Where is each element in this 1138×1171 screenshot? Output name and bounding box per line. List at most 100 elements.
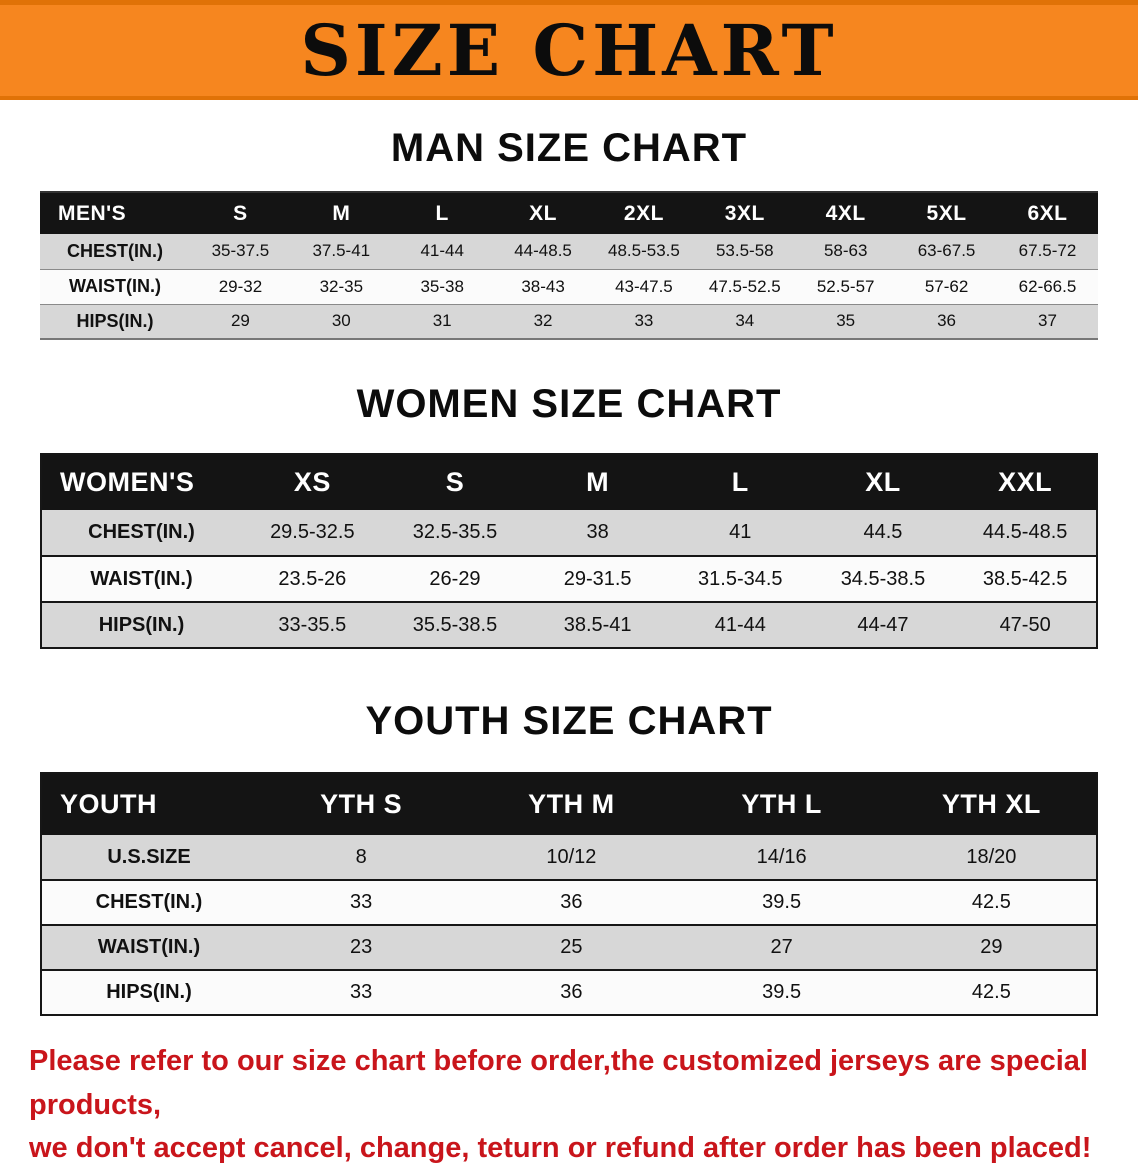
size-cell: 36 — [937, 311, 957, 331]
size-cell: 53.5-58 — [715, 241, 774, 261]
men-size-table: MEN'S S M L XL 2XL 3XL 4XL 5XL 6XL CHEST(IN.) 35-37… — [40, 191, 1098, 340]
size-cell: 44-48.5 — [514, 241, 572, 261]
size-cell: 44.5-48.5 — [982, 521, 1068, 543]
size-cell: 47.5-52.5 — [708, 276, 781, 296]
size-column-header: YTH S — [256, 773, 467, 835]
size-cell: 41-44 — [714, 613, 766, 636]
size-cell: 52.5-57 — [816, 276, 875, 296]
size-cell: 32.5-35.5 — [412, 521, 498, 543]
size-cell: 25 — [560, 936, 583, 958]
size-column-header: XXL — [954, 454, 1097, 510]
table-row: U.S.SIZE 8 10/12 14/16 18/20 — [41, 835, 1097, 880]
size-cell: 48.5-53.5 — [608, 241, 680, 261]
youth-size-table: YOUTH YTH S YTH M YTH L YTH XL U.S.SIZE 8 10/12… — [40, 772, 1098, 1016]
size-cell: 23 — [350, 936, 373, 958]
size-cell: 33 — [350, 981, 373, 1003]
size-cell: 63-67.5 — [917, 241, 976, 261]
size-cell: 42.5 — [971, 981, 1011, 1003]
size-column-header: L — [391, 192, 493, 234]
size-cell: 58-63 — [823, 241, 868, 261]
row-label: CHEST(IN.) — [95, 891, 203, 913]
women-size-table: WOMEN'S XS S M L XL XXL CHEST(IN.) 29.5-32.5 32.5… — [40, 453, 1098, 649]
size-cell: 29 — [230, 311, 250, 331]
header-row: YOUTH YTH S YTH M YTH L YTH XL — [41, 773, 1097, 835]
table-row: CHEST(IN.) 35-37.5 37.5-41 41-44 44-48.5 48.5… — [40, 234, 1098, 269]
size-cell: 47-50 — [999, 613, 1051, 636]
size-cell: 35 — [836, 311, 856, 331]
size-cell: 37.5-41 — [312, 241, 371, 261]
table-row: WAIST(IN.) 23.5-26 26-29 29-31.5 31.5-34.5 34… — [41, 556, 1097, 602]
size-column-header: S — [190, 192, 291, 234]
size-cell: 29-31.5 — [563, 567, 632, 590]
size-cell: 33 — [634, 311, 654, 331]
size-cell: 33-35.5 — [278, 613, 347, 636]
size-cell: 10/12 — [546, 845, 597, 868]
table-row: WAIST(IN.) 23 25 27 29 — [41, 925, 1097, 970]
row-label: CHEST(IN.) — [88, 521, 195, 543]
size-column-header: 6XL — [997, 192, 1098, 234]
women-section-heading: WOMEN SIZE CHART — [356, 382, 782, 426]
table-corner-label: WOMEN'S — [41, 454, 241, 510]
size-column-header: YTH XL — [886, 773, 1097, 835]
table-row: HIPS(IN.) 33-35.5 35.5-38.5 38.5-41 41-44 44-… — [41, 602, 1097, 648]
size-column-header: XL — [492, 192, 594, 234]
size-cell: 32 — [533, 311, 553, 331]
row-label: WAIST(IN.) — [90, 567, 193, 590]
size-cell: 34.5-38.5 — [840, 567, 926, 590]
table-row: CHEST(IN.) 29.5-32.5 32.5-35.5 38 41 44.5 44.5… — [41, 510, 1097, 556]
size-column-header: M — [526, 454, 669, 510]
size-column-header: XL — [811, 454, 955, 510]
size-cell: 35-37.5 — [211, 241, 270, 261]
size-cell: 29.5-32.5 — [270, 521, 355, 543]
size-cell: 18/20 — [966, 845, 1017, 868]
row-label: WAIST(IN.) — [69, 276, 161, 296]
row-label: HIPS(IN.) — [76, 310, 154, 331]
size-cell: 30 — [331, 311, 351, 331]
size-cell: 57-62 — [924, 276, 969, 296]
size-cell: 44-47 — [857, 613, 909, 636]
size-cell: 43-47.5 — [615, 276, 673, 296]
size-cell: 39.5 — [762, 981, 802, 1003]
table-corner-label: YOUTH — [41, 773, 256, 835]
row-label: HIPS(IN.) — [98, 613, 185, 636]
size-cell: 26-29 — [429, 567, 481, 590]
size-cell: 38 — [586, 521, 609, 543]
row-label: U.S.SIZE — [107, 845, 191, 868]
size-cell: 44.5 — [863, 521, 903, 543]
size-cell: 31.5-34.5 — [698, 567, 783, 590]
size-cell: 29-32 — [218, 276, 263, 296]
size-cell: 14/16 — [756, 845, 807, 868]
size-column-header: 2XL — [593, 192, 695, 234]
table-row: WAIST(IN.) 29-32 32-35 35-38 38-43 43-47.5 47.… — [40, 269, 1098, 304]
header-row: MEN'S S M L XL 2XL 3XL 4XL 5XL 6XL — [40, 192, 1098, 234]
table-corner-label: MEN'S — [40, 192, 190, 234]
table-row: HIPS(IN.) 29 30 31 32 33 34 35 36 37 — [40, 304, 1098, 339]
size-cell: 39.5 — [762, 891, 802, 913]
header-row: WOMEN'S XS S M L XL XXL — [41, 454, 1097, 510]
size-cell: 23.5-26 — [278, 567, 347, 590]
table-row: HIPS(IN.) 33 36 39.5 42.5 — [41, 970, 1097, 1015]
size-cell: 33 — [350, 891, 373, 913]
size-cell: 29 — [980, 936, 1003, 958]
size-chart-banner: SIZE CHART — [0, 0, 1138, 100]
row-label: CHEST(IN.) — [67, 240, 163, 261]
row-label: HIPS(IN.) — [106, 981, 192, 1003]
size-cell: 37 — [1038, 311, 1057, 331]
size-cell: 62-66.5 — [1018, 276, 1077, 296]
size-cell: 31 — [432, 311, 452, 331]
disclaimer-note: Please refer to our size chart before or… — [29, 1040, 1109, 1171]
size-cell: 36 — [560, 891, 583, 913]
banner-title: SIZE CHART — [300, 9, 838, 92]
size-cell: 34 — [735, 311, 755, 331]
size-column-header: YTH M — [466, 773, 677, 835]
size-cell: 41-44 — [420, 241, 464, 261]
size-column-header: YTH L — [676, 773, 887, 835]
size-column-header: 3XL — [694, 192, 796, 234]
size-cell: 41 — [729, 521, 752, 543]
disclaimer-line-2: we don't accept cancel, change, teturn o… — [29, 1132, 1092, 1164]
size-cell: 32-35 — [319, 276, 364, 296]
youth-section-heading: YOUTH SIZE CHART — [365, 699, 773, 743]
size-cell: 35-38 — [420, 276, 464, 296]
size-cell: 42.5 — [971, 891, 1011, 913]
table-row: CHEST(IN.) 33 36 39.5 42.5 — [41, 880, 1097, 925]
